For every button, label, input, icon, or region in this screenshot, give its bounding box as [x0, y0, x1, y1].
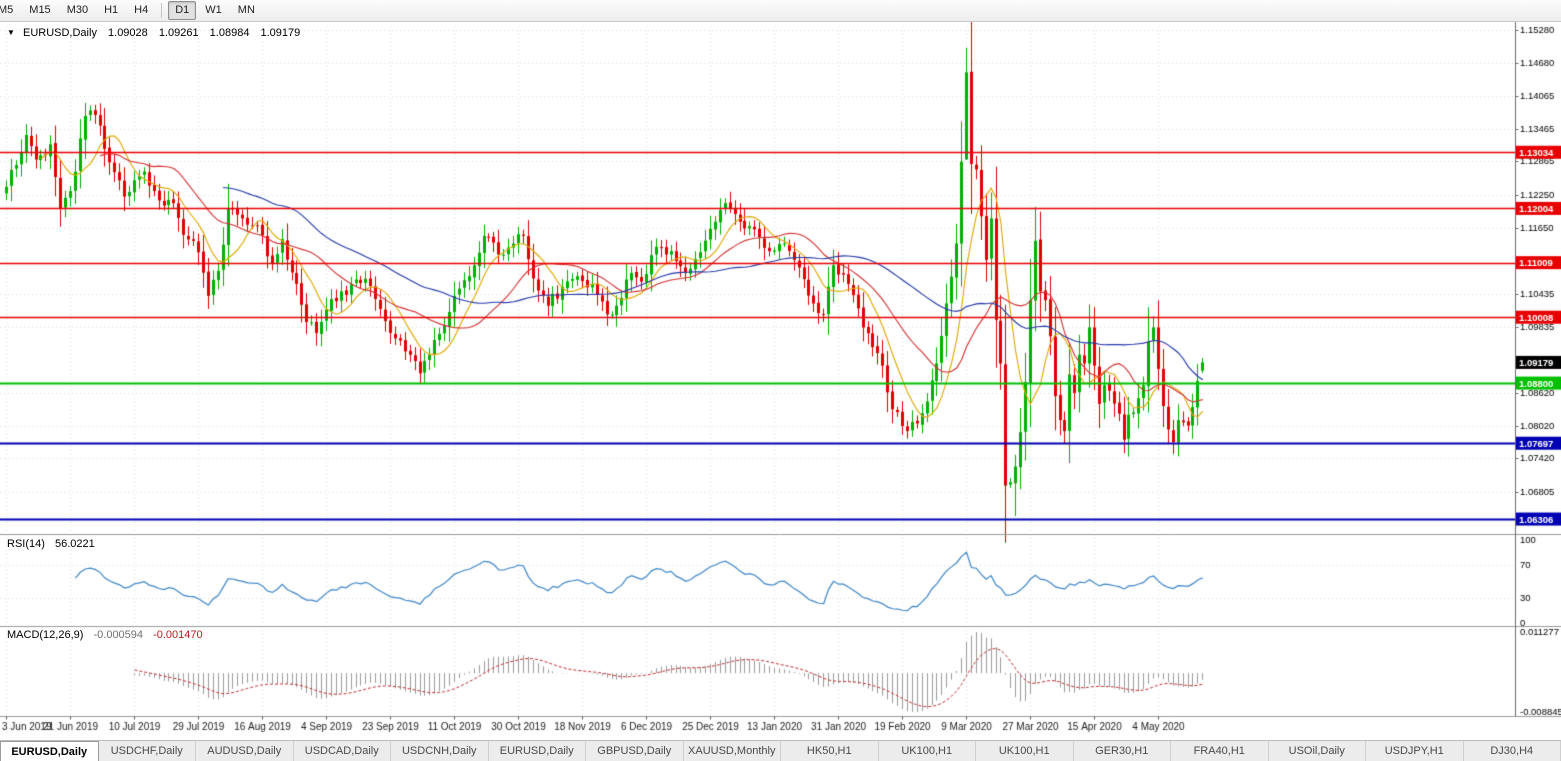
timeframe-button-m5[interactable]: M5	[0, 1, 20, 20]
timeframe-button-m30[interactable]: M30	[60, 1, 95, 20]
chart-symbol: EURUSD,Daily	[22, 27, 97, 39]
window-tab-eurusd-daily[interactable]: EURUSD,Daily	[0, 741, 99, 761]
window-tab-uk100-h1[interactable]: UK100,H1	[878, 741, 976, 761]
ohlc-open: 1.09028	[108, 27, 148, 39]
toolbar-separator	[161, 3, 163, 18]
window-tabbar: EURUSD,Daily USDCHF,Daily AUDUSD,Daily U…	[0, 740, 1561, 761]
window-tab-uk100-h1-2[interactable]: UK100,H1	[976, 741, 1074, 761]
timeframe-button-w1[interactable]: W1	[198, 1, 229, 20]
window-tab-audusd-daily[interactable]: AUDUSD,Daily	[196, 741, 294, 761]
window-tab-hk50-h1[interactable]: HK50,H1	[781, 741, 879, 761]
window-tab-eurusd-daily-2[interactable]: EURUSD,Daily	[488, 741, 586, 761]
ohlc-low: 1.08984	[209, 27, 250, 39]
price-chart-canvas[interactable]	[0, 22, 1561, 740]
ohlc-close: 1.09179	[260, 27, 301, 39]
window-tab-usdcad-daily[interactable]: USDCAD,Daily	[293, 741, 391, 761]
window-tab-usdjpy-h1[interactable]: USDJPY,H1	[1366, 741, 1464, 761]
chevron-down-icon[interactable]: ▼	[7, 28, 15, 37]
window-tab-usdcnh-daily[interactable]: USDCNH,Daily	[391, 741, 489, 761]
chart-ohlc-header: ▼ EURUSD,Daily 1.09028 1.09261 1.08984 1…	[7, 27, 300, 39]
timeframe-toolbar: M5 M15 M30 H1 H4 D1 W1 MN	[0, 0, 1561, 22]
chart-area: ▼ EURUSD,Daily 1.09028 1.09261 1.08984 1…	[0, 22, 1561, 740]
timeframe-button-h4[interactable]: H4	[127, 1, 155, 20]
window-tab-fra40-h1[interactable]: FRA40,H1	[1171, 741, 1269, 761]
window-tab-dj30-h4[interactable]: DJ30,H4	[1463, 741, 1561, 761]
ohlc-high: 1.09261	[158, 27, 199, 39]
window-tab-xauusd-monthly[interactable]: XAUUSD,Monthly	[683, 741, 781, 761]
timeframe-button-h1[interactable]: H1	[97, 1, 125, 20]
window-tab-gbpusd-daily[interactable]: GBPUSD,Daily	[586, 741, 684, 761]
timeframe-button-m15[interactable]: M15	[22, 1, 57, 20]
timeframe-button-mn[interactable]: MN	[231, 1, 262, 20]
window-tab-usoil-daily[interactable]: USOil,Daily	[1268, 741, 1366, 761]
window-tab-usdchf-daily[interactable]: USDCHF,Daily	[98, 741, 196, 761]
timeframe-button-d1[interactable]: D1	[168, 1, 197, 20]
window-tab-ger30-h1[interactable]: GER30,H1	[1073, 741, 1171, 761]
